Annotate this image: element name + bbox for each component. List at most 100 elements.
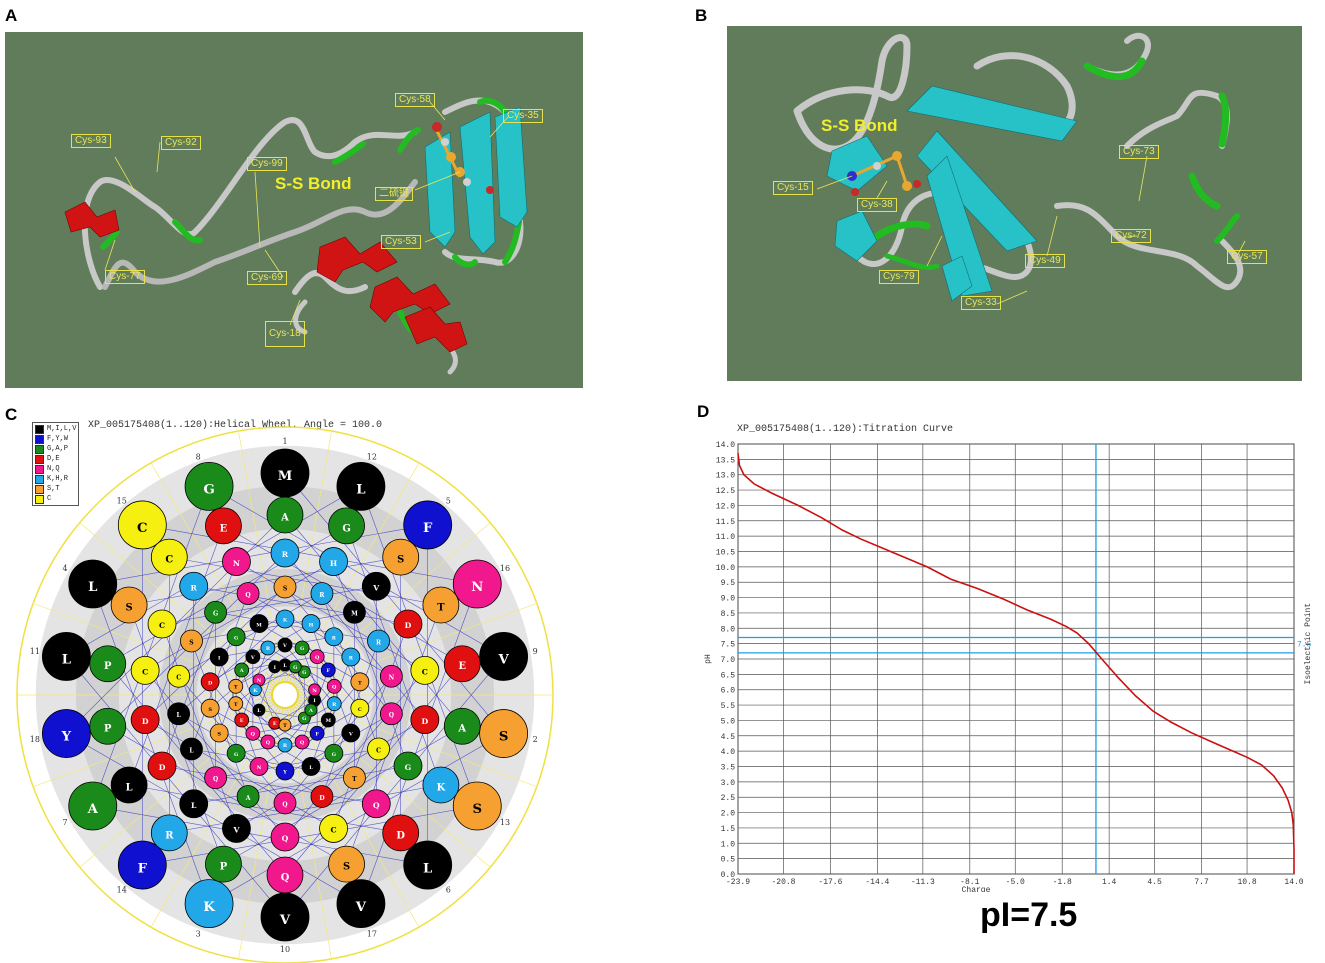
residue-93 bbox=[260, 734, 276, 750]
residue-index: 18 bbox=[30, 735, 40, 744]
wheel-connector bbox=[161, 585, 377, 625]
residue-letter: M bbox=[351, 611, 358, 618]
residue-6 bbox=[403, 840, 453, 890]
residue-letter: D bbox=[319, 795, 324, 802]
y-tick-label: 12.0 bbox=[716, 502, 735, 511]
y-tick-label: 4.5 bbox=[721, 733, 736, 742]
residue-33 bbox=[150, 538, 188, 576]
residue-letter: C bbox=[159, 621, 165, 630]
residue-67 bbox=[367, 737, 390, 761]
wheel-spoke bbox=[79, 522, 275, 687]
wheel-connector bbox=[360, 486, 478, 807]
residue-69 bbox=[204, 600, 227, 624]
residue-letter: C bbox=[376, 747, 381, 754]
cys-label: Cys-58 bbox=[395, 93, 435, 107]
residue-letter: S bbox=[499, 730, 509, 745]
residue-letter: P bbox=[104, 661, 112, 672]
disulfide-chinese-label: 二硫键 bbox=[375, 187, 413, 201]
residue-letter: I bbox=[218, 656, 221, 662]
residue-14 bbox=[117, 840, 167, 890]
residue-119 bbox=[249, 683, 262, 697]
residue-letter: A bbox=[239, 668, 244, 674]
residue-index: 9 bbox=[533, 647, 538, 656]
wheel-connector bbox=[161, 561, 237, 767]
residue-75 bbox=[249, 757, 269, 776]
wheel-connector bbox=[236, 719, 425, 829]
residue-105 bbox=[245, 649, 261, 665]
residue-22 bbox=[110, 586, 148, 624]
residue-99 bbox=[326, 678, 342, 694]
residue-letter: E bbox=[240, 718, 244, 724]
residue-29 bbox=[89, 645, 127, 683]
residue-108 bbox=[228, 696, 244, 712]
residue-letter: C bbox=[358, 707, 362, 713]
residue-letter: M bbox=[256, 622, 262, 628]
y-tick-label: 9.0 bbox=[721, 595, 736, 604]
residue-letter: L bbox=[88, 580, 97, 595]
residue-index: 1 bbox=[282, 437, 287, 446]
residue-8 bbox=[184, 461, 234, 511]
residue-83 bbox=[200, 672, 220, 692]
wheel-connector bbox=[215, 611, 379, 642]
y-tick-label: 7.0 bbox=[721, 656, 736, 665]
residue-53 bbox=[319, 814, 348, 843]
x-tick-label: -8.1 bbox=[960, 878, 979, 887]
residue-letter: S bbox=[472, 802, 482, 817]
wheel-connector bbox=[208, 486, 504, 657]
titration-title: XP_005175408(1..120):Titration Curve bbox=[737, 424, 954, 435]
y-tick-label: 14.0 bbox=[716, 441, 735, 450]
residue-118 bbox=[278, 718, 292, 732]
residue-30 bbox=[328, 507, 365, 545]
wheel-connector bbox=[333, 623, 409, 829]
wheel-connector bbox=[258, 623, 360, 683]
x-tick-label: -1.8 bbox=[1053, 878, 1072, 887]
wheel-connector bbox=[284, 472, 504, 734]
wheel-connector bbox=[178, 713, 323, 797]
wheel-connector bbox=[66, 486, 362, 657]
panel-letter-c: C bbox=[5, 405, 18, 424]
y-tick-label: 6.5 bbox=[721, 671, 736, 680]
cys-label: Cys-73 bbox=[1119, 145, 1159, 159]
legend-label: D,E bbox=[47, 455, 60, 463]
cys-label: Cys-79 bbox=[879, 270, 919, 284]
residue-letter: S bbox=[397, 555, 404, 566]
residue-72 bbox=[167, 702, 191, 726]
residue-letter: K bbox=[253, 688, 258, 694]
wheel-connector bbox=[346, 525, 442, 786]
residue-98 bbox=[260, 640, 276, 656]
residue-115 bbox=[252, 703, 266, 717]
residue-letter: R bbox=[319, 592, 325, 599]
residue-letter: V bbox=[355, 900, 367, 915]
residue-letter: T bbox=[358, 681, 362, 687]
titration-chart: 0.0 0.5 1.0 1.5 2.0 2.5 3.0 3.5 4.0 4.5 5.0 5.5 6.0 6… bbox=[704, 441, 1313, 892]
residue-82 bbox=[275, 761, 295, 781]
residue-letter: Q bbox=[251, 731, 256, 737]
wheel-connector bbox=[178, 618, 286, 714]
residue-letter: R bbox=[266, 646, 271, 652]
residue-77 bbox=[324, 627, 344, 647]
residue-24 bbox=[382, 814, 420, 852]
residue-letter: L bbox=[177, 712, 182, 719]
residue-letter: L bbox=[283, 663, 287, 669]
residue-letter: L bbox=[309, 765, 313, 771]
cys-label: Cys-93 bbox=[71, 134, 111, 148]
residue-58 bbox=[180, 629, 203, 653]
residue-91 bbox=[277, 637, 293, 653]
wheel-connector bbox=[193, 585, 409, 625]
residue-index: 2 bbox=[533, 735, 538, 744]
wheel-connector bbox=[210, 623, 312, 683]
residue-49 bbox=[393, 751, 423, 781]
y-tick-label: 5.0 bbox=[721, 717, 736, 726]
residue-32 bbox=[150, 814, 188, 852]
residue-letter: S bbox=[283, 585, 287, 592]
wheel-connector bbox=[360, 583, 478, 904]
wheel-connector bbox=[284, 514, 463, 727]
wheel-connector bbox=[142, 805, 478, 866]
ribbon-model-b bbox=[793, 32, 1246, 305]
wheel-connector bbox=[223, 725, 463, 865]
residue-letter: G bbox=[293, 665, 297, 671]
x-tick-label: 1.4 bbox=[1102, 878, 1117, 887]
wheel-connector bbox=[169, 784, 441, 834]
ss-bond-label-b: S-S Bond bbox=[821, 116, 898, 135]
residue-letter: L bbox=[356, 483, 365, 498]
